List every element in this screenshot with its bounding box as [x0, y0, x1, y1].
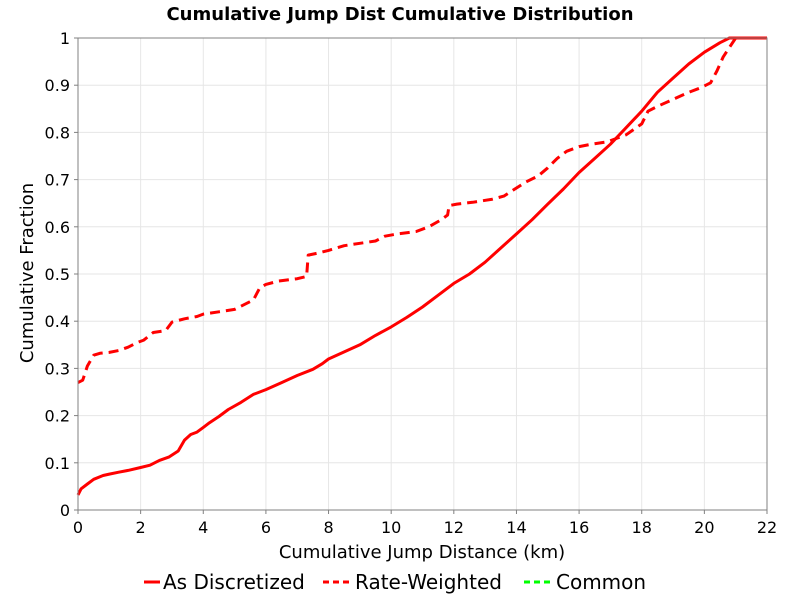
y-tick-label: 0.5	[45, 265, 70, 284]
x-tick-label: 20	[694, 518, 714, 537]
x-tick-label: 10	[381, 518, 401, 537]
series-line-as-discretized	[76, 36, 767, 496]
y-tick-label: 0.3	[45, 359, 70, 378]
y-tick-label: 0	[60, 501, 70, 520]
x-tick-label: 6	[261, 518, 271, 537]
y-tick-label: 0.9	[45, 76, 70, 95]
y-tick-label: 0.8	[45, 123, 70, 142]
y-axis-ticks: 0 0.1 0.2 0.3 0.4 0.5 0.6 0.7 0.8 0.9 1	[45, 29, 78, 520]
y-tick-label: 0.7	[45, 171, 70, 190]
y-tick-label: 1	[60, 29, 70, 48]
y-tick-label: 0.4	[45, 312, 70, 331]
x-tick-label: 22	[757, 518, 777, 537]
x-tick-label: 8	[323, 518, 333, 537]
legend-label: Rate-Weighted	[355, 570, 502, 594]
x-tick-label: 14	[506, 518, 526, 537]
x-tick-label: 16	[569, 518, 589, 537]
x-tick-label: 4	[198, 518, 208, 537]
y-tick-label: 0.1	[45, 454, 70, 473]
x-tick-label: 0	[73, 518, 83, 537]
legend: As Discretized Rate-Weighted Common	[144, 570, 646, 594]
grid-lines	[77, 37, 768, 511]
y-tick-label: 0.2	[45, 407, 70, 426]
x-axis-label: Cumulative Jump Distance (km)	[279, 542, 565, 563]
series-layer	[76, 36, 767, 496]
series-line-rate-weighted	[77, 36, 767, 384]
x-tick-label: 18	[632, 518, 652, 537]
x-tick-label: 2	[136, 518, 146, 537]
y-axis-label: Cumulative Fraction	[17, 183, 38, 363]
x-axis-ticks: 0 2 4 6 8 10 12 14 16 18 20 22	[73, 510, 777, 537]
legend-label: As Discretized	[163, 570, 305, 594]
chart-title: Cumulative Jump Dist Cumulative Distribu…	[166, 4, 633, 25]
legend-label: Common	[556, 570, 646, 594]
y-tick-label: 0.6	[45, 218, 70, 237]
x-tick-label: 12	[444, 518, 464, 537]
